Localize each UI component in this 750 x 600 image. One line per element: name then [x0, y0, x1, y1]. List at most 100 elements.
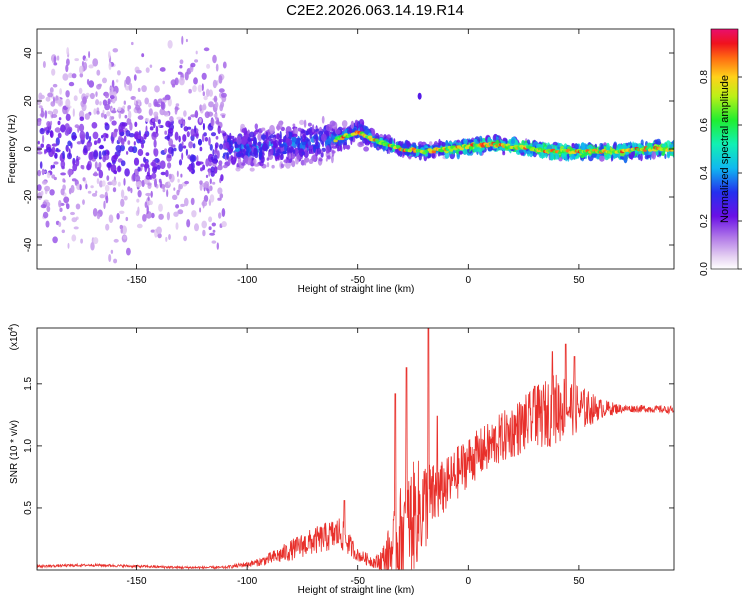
heatmap-cell	[88, 51, 91, 59]
heatmap-cell	[99, 101, 102, 106]
heatmap-cell	[619, 156, 625, 160]
heatmap-cell	[51, 54, 55, 64]
heatmap-cell	[262, 144, 267, 151]
heatmap-cell	[57, 120, 61, 126]
heatmap-cell	[188, 164, 192, 172]
heatmap-cell	[266, 157, 270, 161]
heatmap-cell	[110, 249, 114, 254]
heatmap-cell	[174, 77, 179, 86]
heatmap-cell	[199, 180, 203, 185]
heatmap-cell	[208, 161, 213, 167]
heatmap-cell	[452, 149, 456, 155]
heatmap-cell	[141, 179, 145, 188]
heatmap-cell	[124, 114, 128, 119]
heatmap-cell	[123, 100, 127, 105]
heatmap-cell	[91, 122, 98, 129]
heatmap-cell	[112, 132, 117, 138]
heatmap-cell	[218, 212, 222, 219]
heatmap-cell	[53, 161, 59, 165]
heatmap-cell	[211, 222, 216, 227]
heatmap-cell	[220, 130, 226, 134]
heatmap-cell	[229, 132, 232, 142]
heatmap-cell	[151, 159, 156, 168]
heatmap-cell	[120, 160, 126, 167]
heatmap-cell	[122, 235, 127, 240]
heatmap-cell	[183, 126, 189, 132]
heatmap-cell	[150, 212, 155, 219]
heatmap-cell	[53, 176, 57, 181]
heatmap-cell	[301, 151, 306, 156]
heatmap-cell	[178, 159, 183, 166]
heatmap-cell	[253, 158, 257, 165]
heatmap-cell	[235, 167, 241, 172]
heatmap-cell	[148, 200, 153, 206]
heatmap-cell	[87, 190, 92, 194]
heatmap-cell	[188, 141, 194, 149]
heatmap-cell	[188, 88, 192, 94]
heatmap-cell	[325, 145, 331, 154]
heatmap-cell	[212, 229, 216, 233]
heatmap-cell	[165, 169, 169, 178]
heatmap-cell	[51, 143, 58, 147]
ridge-cell	[431, 150, 436, 154]
heatmap-cell	[202, 91, 205, 97]
heatmap-cell	[247, 136, 250, 142]
chart-title: C2E2.2026.063.14.19.R14	[286, 2, 464, 19]
heatmap-cell	[518, 149, 524, 154]
heatmap-cell	[179, 77, 185, 86]
heatmap-cell	[220, 174, 224, 182]
heatmap-cell	[212, 158, 218, 164]
heatmap-cell	[187, 116, 192, 121]
heatmap-cell	[303, 119, 307, 128]
heatmap-cell	[180, 203, 186, 207]
heatmap-cell	[66, 47, 70, 56]
heatmap-cell	[99, 144, 104, 149]
heatmap-cell	[194, 223, 199, 232]
heatmap-cell	[58, 117, 62, 121]
heatmap-cell	[100, 112, 104, 118]
heatmap-cell	[117, 181, 121, 187]
heatmap-cell	[71, 73, 77, 79]
heatmap-cell	[288, 153, 292, 160]
heatmap-cell	[417, 92, 422, 100]
heatmap-cell	[167, 154, 172, 159]
heatmap-cell	[321, 115, 325, 124]
heatmap-cell	[111, 110, 117, 114]
heatmap-cell	[213, 149, 219, 155]
heatmap-cell	[96, 213, 101, 220]
heatmap-cell	[164, 130, 168, 135]
heatmap-cell	[50, 165, 53, 170]
heatmap-cell	[173, 211, 179, 217]
heatmap-cell	[141, 142, 144, 149]
heatmap-cell	[321, 133, 327, 142]
heatmap-cell	[241, 128, 247, 134]
heatmap-cell	[92, 208, 98, 217]
heatmap-cell	[120, 189, 125, 199]
heatmap-cell	[209, 232, 216, 236]
heatmap-cell	[249, 131, 255, 138]
heatmap-cell	[116, 165, 122, 173]
heatmap-cell	[606, 142, 610, 152]
heatmap-cell	[60, 152, 63, 161]
bottom-plot-frame	[36, 327, 675, 571]
heatmap-cell	[71, 217, 78, 223]
bottom-x-tick-label: 50	[573, 576, 585, 587]
heatmap-cell	[192, 143, 196, 149]
heatmap-cell	[168, 234, 171, 240]
heatmap-cell	[213, 113, 218, 118]
heatmap-cell	[95, 190, 98, 194]
heatmap-cell	[222, 61, 227, 69]
heatmap-cell	[51, 146, 56, 155]
top-y-tick-label: 20	[23, 95, 34, 107]
heatmap-cell	[240, 144, 244, 150]
heatmap-cell	[64, 123, 70, 132]
top-y-axis-label: Frequency (Hz)	[7, 115, 18, 184]
colorbar-tick-label: 0.4	[699, 166, 710, 180]
heatmap-cell	[84, 113, 90, 120]
colorbar-tick-label: 0.0	[699, 262, 710, 276]
heatmap-cell	[208, 169, 211, 177]
heatmap-cell	[39, 127, 45, 135]
heatmap-cell	[174, 131, 179, 141]
heatmap-cell	[65, 113, 71, 121]
heatmap-cell	[204, 111, 210, 119]
